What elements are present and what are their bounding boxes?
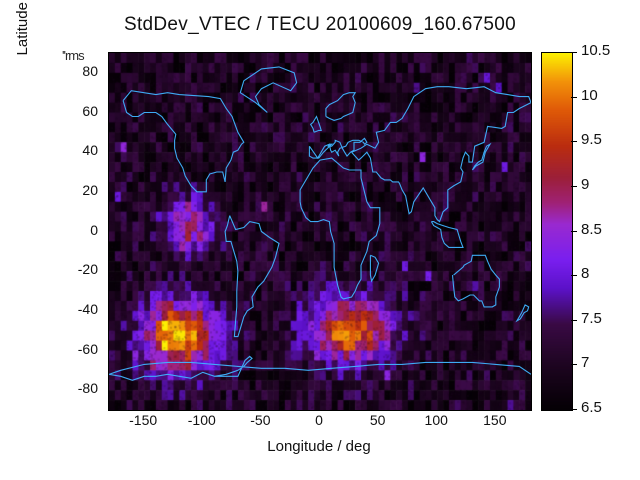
colorbar-tick-label: 9.5 bbox=[581, 131, 602, 148]
colorbar-tick-mark bbox=[571, 231, 577, 232]
y-axis-tick-label: -20 bbox=[40, 261, 98, 277]
y-axis-tick-label: 0 bbox=[40, 222, 98, 238]
colorbar-tick-label: 7 bbox=[581, 354, 589, 371]
colorbar-tick-label: 9 bbox=[581, 176, 589, 193]
colorbar-tick-label: 8.5 bbox=[581, 221, 602, 238]
y-axis-tick-label: -40 bbox=[40, 301, 98, 317]
x-axis-tick-label: 50 bbox=[353, 412, 403, 428]
colorbar-gradient[interactable] bbox=[541, 52, 573, 411]
x-axis-tick-label: 150 bbox=[470, 412, 520, 428]
y-axis-tick-label: 20 bbox=[40, 182, 98, 198]
colorbar-tick-label: 6.5 bbox=[581, 399, 602, 416]
colorbar-tick-mark bbox=[571, 141, 577, 142]
colorbar-tick-label: 10.5 bbox=[581, 42, 610, 59]
x-axis-tick-label: -100 bbox=[177, 412, 227, 428]
x-axis-tick-label: 0 bbox=[294, 412, 344, 428]
page-title: StdDev_VTEC / TECU 20100609_160.67500 bbox=[0, 14, 640, 36]
y-axis-tick-label: -60 bbox=[40, 341, 98, 357]
colorbar-tick-mark bbox=[571, 275, 577, 276]
colorbar-tick-mark bbox=[571, 409, 577, 410]
x-axis-tick-label: 100 bbox=[411, 412, 461, 428]
colorbar-tick-mark bbox=[571, 52, 577, 53]
colorbar-tick-mark bbox=[571, 186, 577, 187]
colorbar-tick-mark bbox=[571, 364, 577, 365]
y-axis-tick-label: 80 bbox=[40, 63, 98, 79]
y-axis-tick-label: -80 bbox=[40, 380, 98, 396]
window-root: StdDev_VTEC / TECU 20100609_160.67500 ''… bbox=[0, 0, 640, 480]
overlap-artifact-label: ''rms bbox=[62, 48, 84, 63]
colorbar-tick-label: 8 bbox=[581, 265, 589, 282]
colorbar-tick-mark bbox=[571, 320, 577, 321]
x-axis-tick-label: -150 bbox=[118, 412, 168, 428]
colorbar-container[interactable]: 6.5 7 7.5 8 8.5 9 9.5 10 10.5 bbox=[541, 52, 571, 409]
colorbar-tick-label: 7.5 bbox=[581, 310, 602, 327]
y-axis-label: Latitude / deg bbox=[14, 0, 31, 130]
y-axis-tick-label: 40 bbox=[40, 142, 98, 158]
x-axis-tick-label: -50 bbox=[235, 412, 285, 428]
colorbar-tick-mark bbox=[571, 97, 577, 98]
colorbar-tick-label: 10 bbox=[581, 87, 598, 104]
x-axis-label: Longitude / deg bbox=[108, 438, 530, 455]
heatmap-plot-area[interactable] bbox=[108, 52, 532, 411]
y-axis-tick-label: 60 bbox=[40, 103, 98, 119]
heatmap-canvas[interactable] bbox=[109, 53, 531, 410]
